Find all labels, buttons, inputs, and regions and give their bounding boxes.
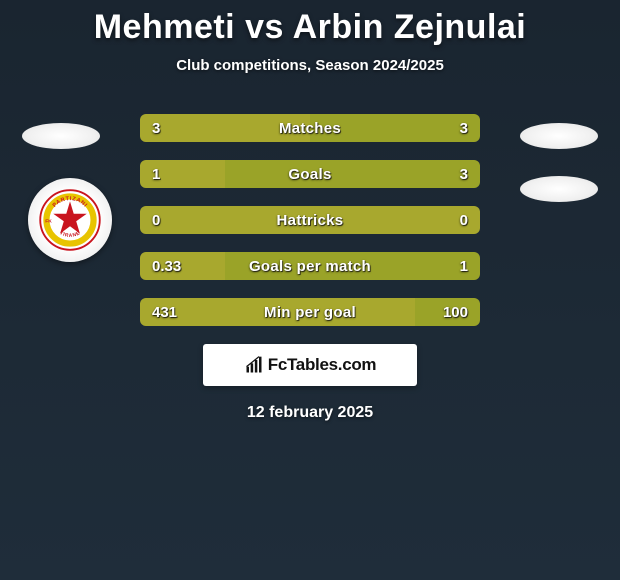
stat-row: 431 Min per goal 100 — [140, 298, 480, 326]
partizani-logo-icon: PARTIZANI TIRANE FK — [39, 189, 101, 251]
brand-badge: FcTables.com — [203, 344, 417, 386]
subtitle: Club competitions, Season 2024/2025 — [0, 57, 620, 74]
player-avatar-left — [22, 123, 100, 149]
club-badge: PARTIZANI TIRANE FK — [28, 178, 112, 262]
stat-value-right: 3 — [460, 114, 468, 142]
chart-icon — [244, 355, 264, 375]
stat-label: Min per goal — [140, 298, 480, 326]
stat-label: Goals — [140, 160, 480, 188]
stat-row: 3 Matches 3 — [140, 114, 480, 142]
stat-row: 0.33 Goals per match 1 — [140, 252, 480, 280]
date-text: 12 february 2025 — [0, 404, 620, 422]
page-title: Mehmeti vs Arbin Zejnulai — [0, 0, 620, 47]
stat-value-right: 1 — [460, 252, 468, 280]
stat-row: 0 Hattricks 0 — [140, 206, 480, 234]
stat-row: 1 Goals 3 — [140, 160, 480, 188]
player-avatar-right-1 — [520, 123, 598, 149]
stat-value-right: 0 — [460, 206, 468, 234]
player-avatar-right-2 — [520, 176, 598, 202]
stats-container: 3 Matches 3 1 Goals 3 0 Hattricks 0 0.33… — [140, 114, 480, 326]
stat-label: Goals per match — [140, 252, 480, 280]
brand-text: FcTables.com — [268, 355, 377, 375]
stat-label: Hattricks — [140, 206, 480, 234]
stat-value-right: 100 — [443, 298, 468, 326]
stat-value-right: 3 — [460, 160, 468, 188]
svg-text:FK: FK — [45, 218, 52, 224]
stat-label: Matches — [140, 114, 480, 142]
